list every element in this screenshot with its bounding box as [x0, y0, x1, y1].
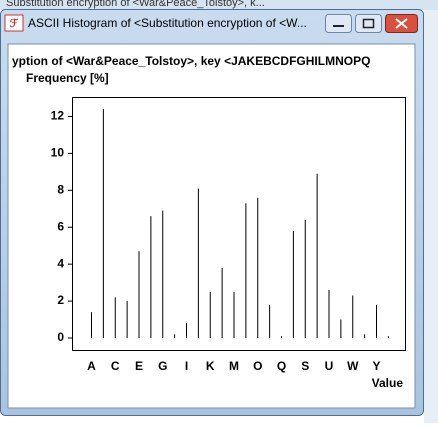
y-tick-label: 4	[57, 256, 64, 270]
y-tick-label: 6	[57, 219, 64, 233]
background-window	[424, 10, 438, 423]
minimize-button[interactable]	[325, 14, 352, 33]
close-icon	[395, 18, 408, 29]
x-tick-label: M	[229, 359, 239, 373]
app-icon	[4, 14, 24, 32]
x-tick-label: Q	[277, 359, 286, 373]
y-tick-label: 12	[51, 109, 65, 123]
x-tick-label: I	[185, 359, 188, 373]
y-tick-label: 2	[57, 293, 64, 307]
x-tick-label: A	[87, 359, 96, 373]
chart: yption of <War&Peace_Tolstoy>, key <JAKE…	[12, 54, 406, 390]
x-axis-label: Value	[372, 376, 404, 390]
x-tick-label: K	[206, 359, 215, 373]
app-icon-glyph: ℱ	[10, 18, 19, 30]
x-tick-label: C	[111, 359, 120, 373]
x-tick-label: W	[347, 359, 359, 373]
maximize-button[interactable]	[355, 14, 382, 33]
chart-title: yption of <War&Peace_Tolstoy>, key <JAKE…	[12, 54, 370, 68]
x-tick-label: Y	[372, 359, 380, 373]
window-title: ASCII Histogram of <Substitution encrypt…	[28, 16, 307, 30]
background-window	[0, 0, 438, 10]
y-tick-label: 0	[57, 330, 64, 344]
maximize-icon	[362, 18, 375, 29]
y-tick-label: 10	[51, 146, 65, 160]
x-tick-label: U	[325, 359, 334, 373]
y-axis-label: Frequency [%]	[26, 71, 109, 85]
x-tick-label: S	[301, 359, 309, 373]
x-tick-label: O	[253, 359, 262, 373]
x-tick-label: E	[135, 359, 143, 373]
plot-frame	[72, 97, 406, 351]
background-window-title: Substitution encryption of <War&Peace_To…	[6, 0, 265, 9]
client-area	[7, 43, 416, 409]
y-tick-label: 8	[57, 182, 64, 196]
x-tick-label: G	[158, 359, 167, 373]
